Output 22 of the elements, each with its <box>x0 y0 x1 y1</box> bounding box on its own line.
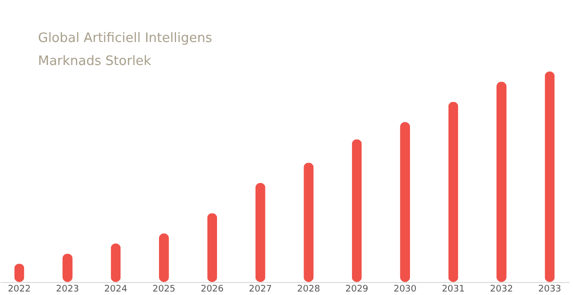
x-tick-label: 2032 <box>490 284 513 294</box>
bar <box>255 182 266 282</box>
bar <box>352 139 362 282</box>
x-tick-label: 2025 <box>152 284 176 294</box>
x-tick-label: 2030 <box>394 284 417 294</box>
chart-title: Global Artificiell Intelligens Marknads Storlek <box>38 31 212 69</box>
x-tick-label: 2028 <box>297 284 320 294</box>
x-tick-label: 2027 <box>248 284 272 294</box>
bar <box>544 71 555 282</box>
x-tick-label: 2031 <box>442 284 465 294</box>
bar <box>400 122 410 282</box>
bar <box>448 102 458 282</box>
x-tick-label: 2029 <box>345 284 369 294</box>
bar <box>304 162 314 282</box>
bar <box>496 82 506 282</box>
x-tick-label: 2022 <box>8 284 31 294</box>
x-tick-label: 2023 <box>56 284 79 294</box>
bar <box>158 233 169 282</box>
bar <box>207 213 218 282</box>
x-tick-label: 2024 <box>104 284 128 294</box>
x-tick-label: 2026 <box>200 284 224 294</box>
x-tick-label: 2033 <box>538 284 562 294</box>
